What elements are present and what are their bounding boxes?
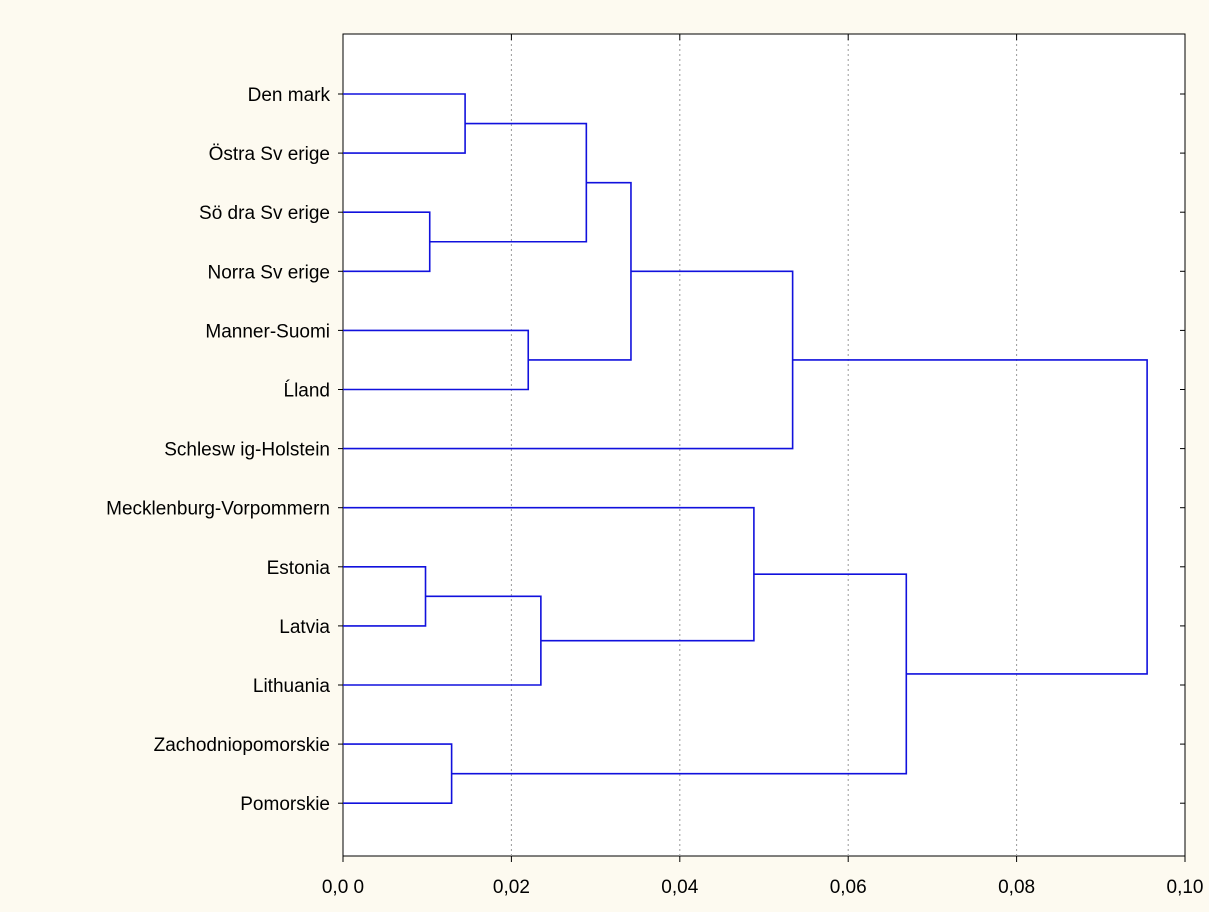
leaf-label-mecklenburg: Mecklenburg-Vorpommern <box>106 499 330 520</box>
x-tick-label: 0,08 <box>998 877 1035 898</box>
axis-ticks <box>338 34 1186 862</box>
x-tick-label: 0,06 <box>830 877 867 898</box>
leaf-label-estonia: Estonia <box>267 558 331 579</box>
leaf-labels: Den mark Östra Sv erige Sö dra Sv erige Nor… <box>106 85 330 815</box>
x-tick-label: 0,04 <box>661 877 698 898</box>
x-tick-label: 0,10 <box>1167 877 1204 898</box>
leaf-label-schleswig: Schlesw ig-Holstein <box>164 440 330 461</box>
x-tick-labels: 0,0 0 0,02 0,04 0,06 0,08 0,10 <box>322 877 1204 898</box>
leaf-label-zachodnio: Zachodniopomorskie <box>154 735 330 756</box>
leaf-label-sodra: Sö dra Sv erige <box>199 203 330 224</box>
x-tick-label: 0,0 0 <box>322 877 364 898</box>
leaf-label-norra: Norra Sv erige <box>208 262 331 283</box>
x-tick-label: 0,02 <box>493 877 530 898</box>
leaf-label-latvia: Latvia <box>279 617 330 638</box>
dendrogram-links <box>343 93 1148 804</box>
leaf-label-pomorskie: Pomorskie <box>240 794 330 815</box>
leaf-label-denmark: Den mark <box>248 85 331 106</box>
grid-lines <box>510 34 1018 856</box>
leaf-label-manner: Manner-Suomi <box>205 321 330 342</box>
leaf-label-lithuania: Lithuania <box>253 676 331 697</box>
merge-link-m12 <box>792 359 1148 675</box>
plot-frame <box>342 33 1186 857</box>
leaf-label-ostra: Östra Sv erige <box>209 144 330 165</box>
leaf-label-aland: Ĺland <box>284 381 331 402</box>
